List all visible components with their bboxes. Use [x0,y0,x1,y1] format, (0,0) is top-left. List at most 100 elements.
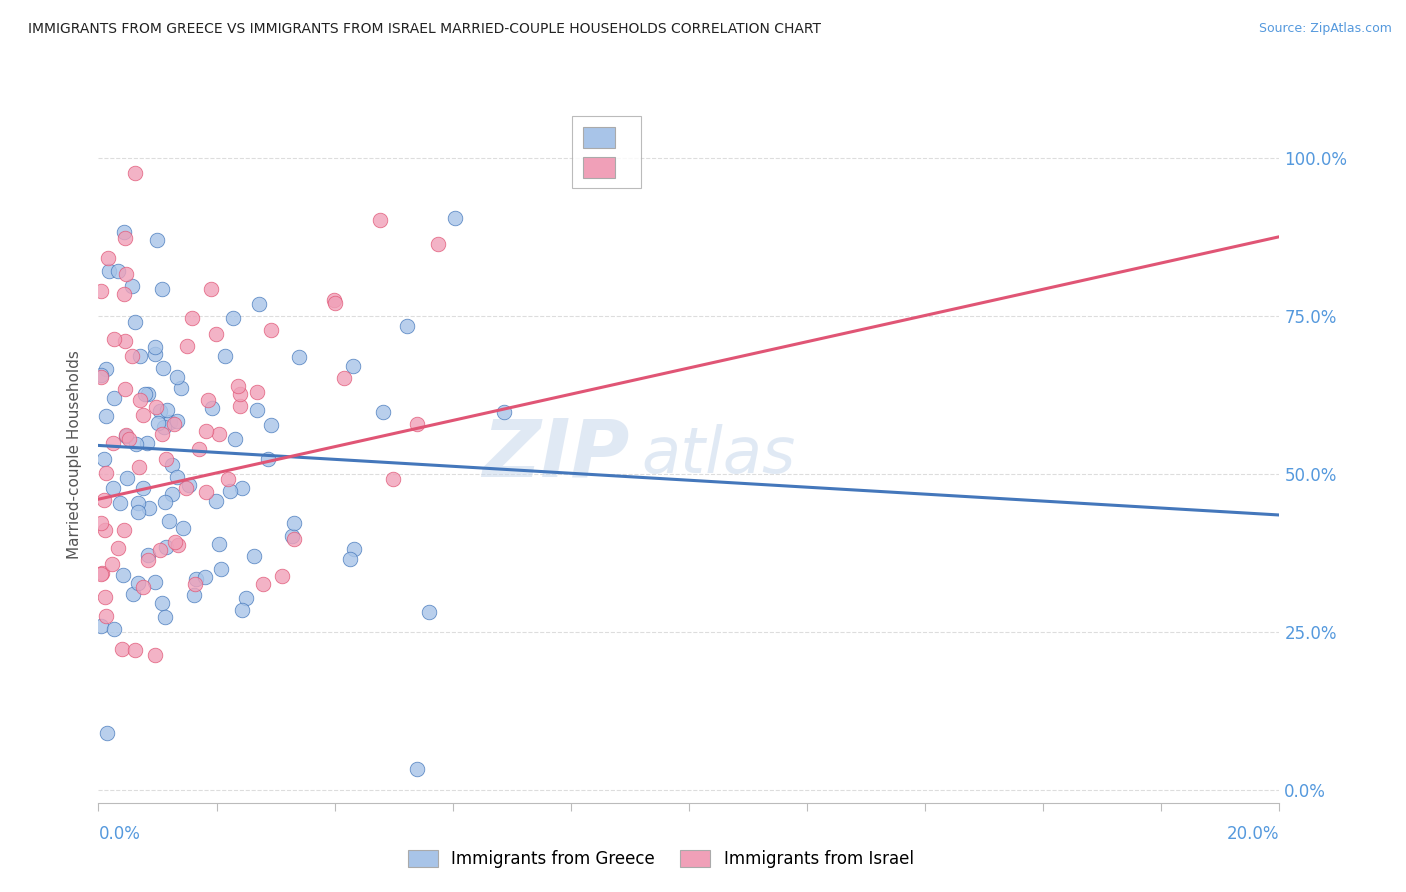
Point [246,385,269,400]
Point [145,400,167,414]
Point [93,492,115,507]
Text: atlas: atlas [641,424,796,486]
Point [94,591,117,605]
Point [205,326,228,341]
Point [200,282,222,296]
Point [103,391,125,405]
Point [127,576,149,591]
Point [152,360,174,375]
Point [115,428,138,442]
Point [124,315,146,329]
Point [176,339,198,353]
Point [145,233,167,247]
Point [252,577,274,591]
Point [114,230,136,244]
Point [323,293,346,307]
Point [112,523,135,537]
Point [103,332,125,346]
Point [103,481,125,495]
Point [111,642,134,657]
Point [121,349,143,363]
Point [197,392,219,407]
Point [143,347,166,361]
Point [90,516,112,530]
Point [166,470,188,484]
Point [149,542,172,557]
Point [138,500,160,515]
Point [94,409,117,423]
Point [167,539,190,553]
Point [115,267,138,281]
Point [160,458,183,473]
Point [107,541,129,555]
Point [157,514,180,528]
Point [101,557,124,571]
Point [150,427,173,442]
Point [195,424,218,438]
Point [166,414,188,428]
Point [494,405,516,419]
Point [97,264,120,278]
Legend: , : , [572,116,641,188]
Point [93,452,115,467]
Point [96,362,118,376]
Point [181,311,204,326]
Point [129,349,152,363]
Point [184,577,207,591]
Point [418,606,440,620]
Point [231,481,253,495]
Point [112,287,135,301]
Point [214,349,236,363]
Text: 20.0%: 20.0% [1227,825,1279,843]
Point [228,387,250,401]
Point [153,609,176,624]
Point [134,387,156,401]
Point [218,483,240,498]
Point [136,548,159,562]
Point [222,310,245,325]
Point [283,516,305,531]
Point [169,381,191,395]
Point [118,433,141,447]
Point [145,341,167,355]
Point [90,284,112,298]
Point [145,648,167,662]
Point [136,553,159,567]
Point [131,408,153,422]
Point [162,487,184,501]
Point [94,466,117,480]
Text: IMMIGRANTS FROM GREECE VS IMMIGRANTS FROM ISRAEL MARRIED-COUPLE HOUSEHOLDS CORRE: IMMIGRANTS FROM GREECE VS IMMIGRANTS FRO… [28,22,821,37]
Point [174,481,197,495]
Point [224,432,246,446]
Point [146,416,169,430]
Text: Source: ZipAtlas.com: Source: ZipAtlas.com [1258,22,1392,36]
Point [108,496,131,510]
Point [155,495,177,509]
Point [229,399,252,413]
Point [124,166,146,180]
Point [155,540,177,554]
Point [208,427,231,442]
Point [406,763,429,777]
Point [94,523,117,537]
Point [283,532,305,546]
Point [90,619,112,633]
Point [103,435,125,450]
Point [195,485,218,500]
Point [205,493,228,508]
Point [235,591,257,606]
Point [96,726,118,740]
Point [124,643,146,657]
Point [97,252,120,266]
Point [90,566,112,580]
Point [183,588,205,602]
Point [135,436,157,450]
Point [427,237,450,252]
Point [247,297,270,311]
Point [129,392,152,407]
Point [115,471,138,485]
Point [177,478,200,492]
Y-axis label: Married-couple Households: Married-couple Households [67,351,83,559]
Point [166,370,188,384]
Point [381,472,404,486]
